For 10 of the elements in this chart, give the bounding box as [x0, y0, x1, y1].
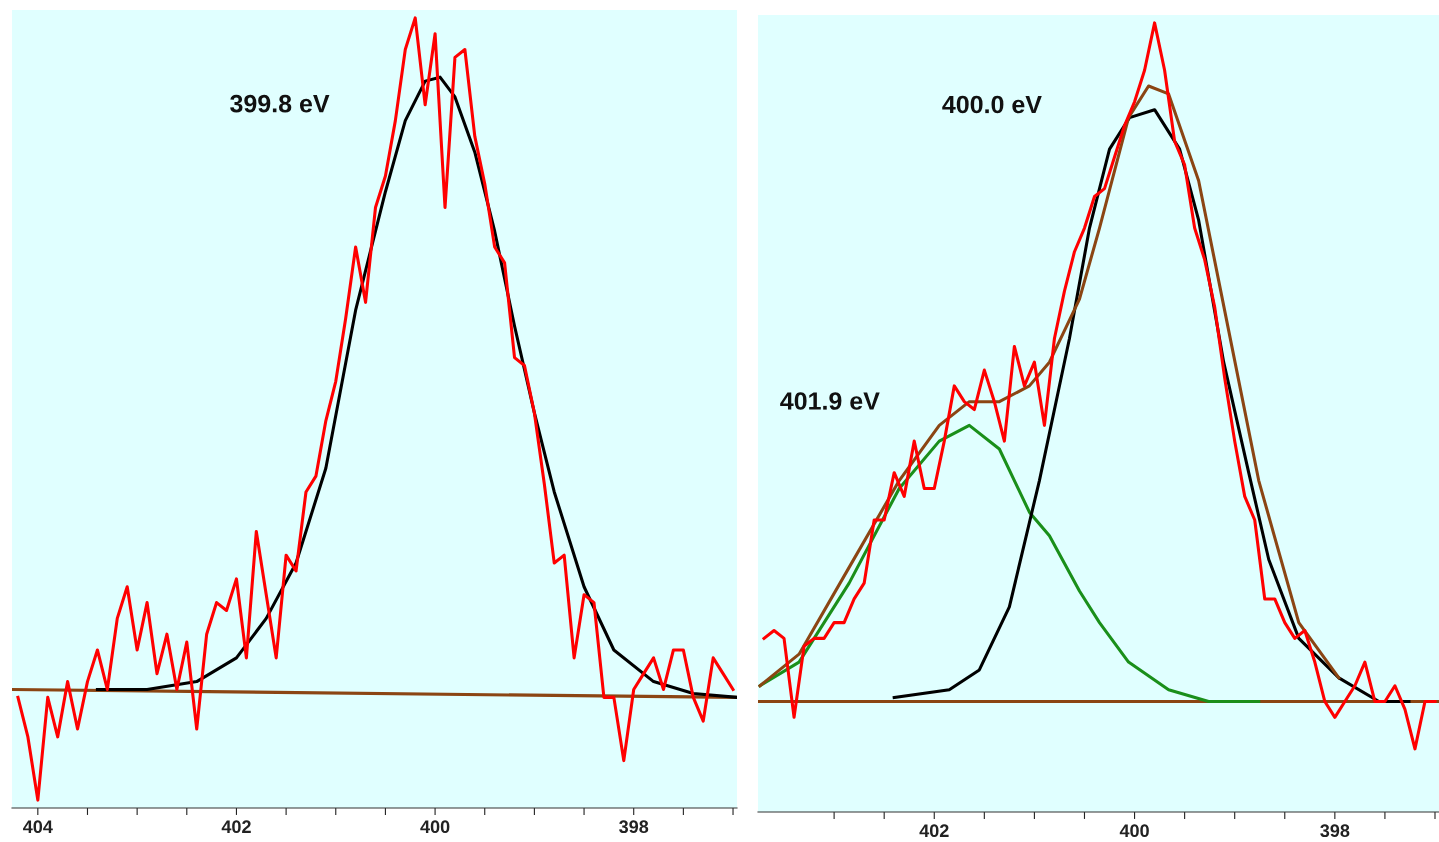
annotation: 400.0 eV	[942, 95, 1042, 114]
annotation: 401.9 eV	[780, 392, 880, 410]
x-tick-label: 402	[919, 824, 949, 838]
x-tick-label: 398	[1320, 824, 1350, 838]
x-tick-label: 400	[1119, 824, 1149, 838]
annotation: 399.8 eV	[230, 94, 330, 113]
x-tick-label: 400	[420, 820, 450, 834]
x-tick-label: 404	[23, 820, 53, 834]
x-tick-label: 398	[619, 820, 649, 834]
x-tick-label: 402	[221, 820, 251, 834]
